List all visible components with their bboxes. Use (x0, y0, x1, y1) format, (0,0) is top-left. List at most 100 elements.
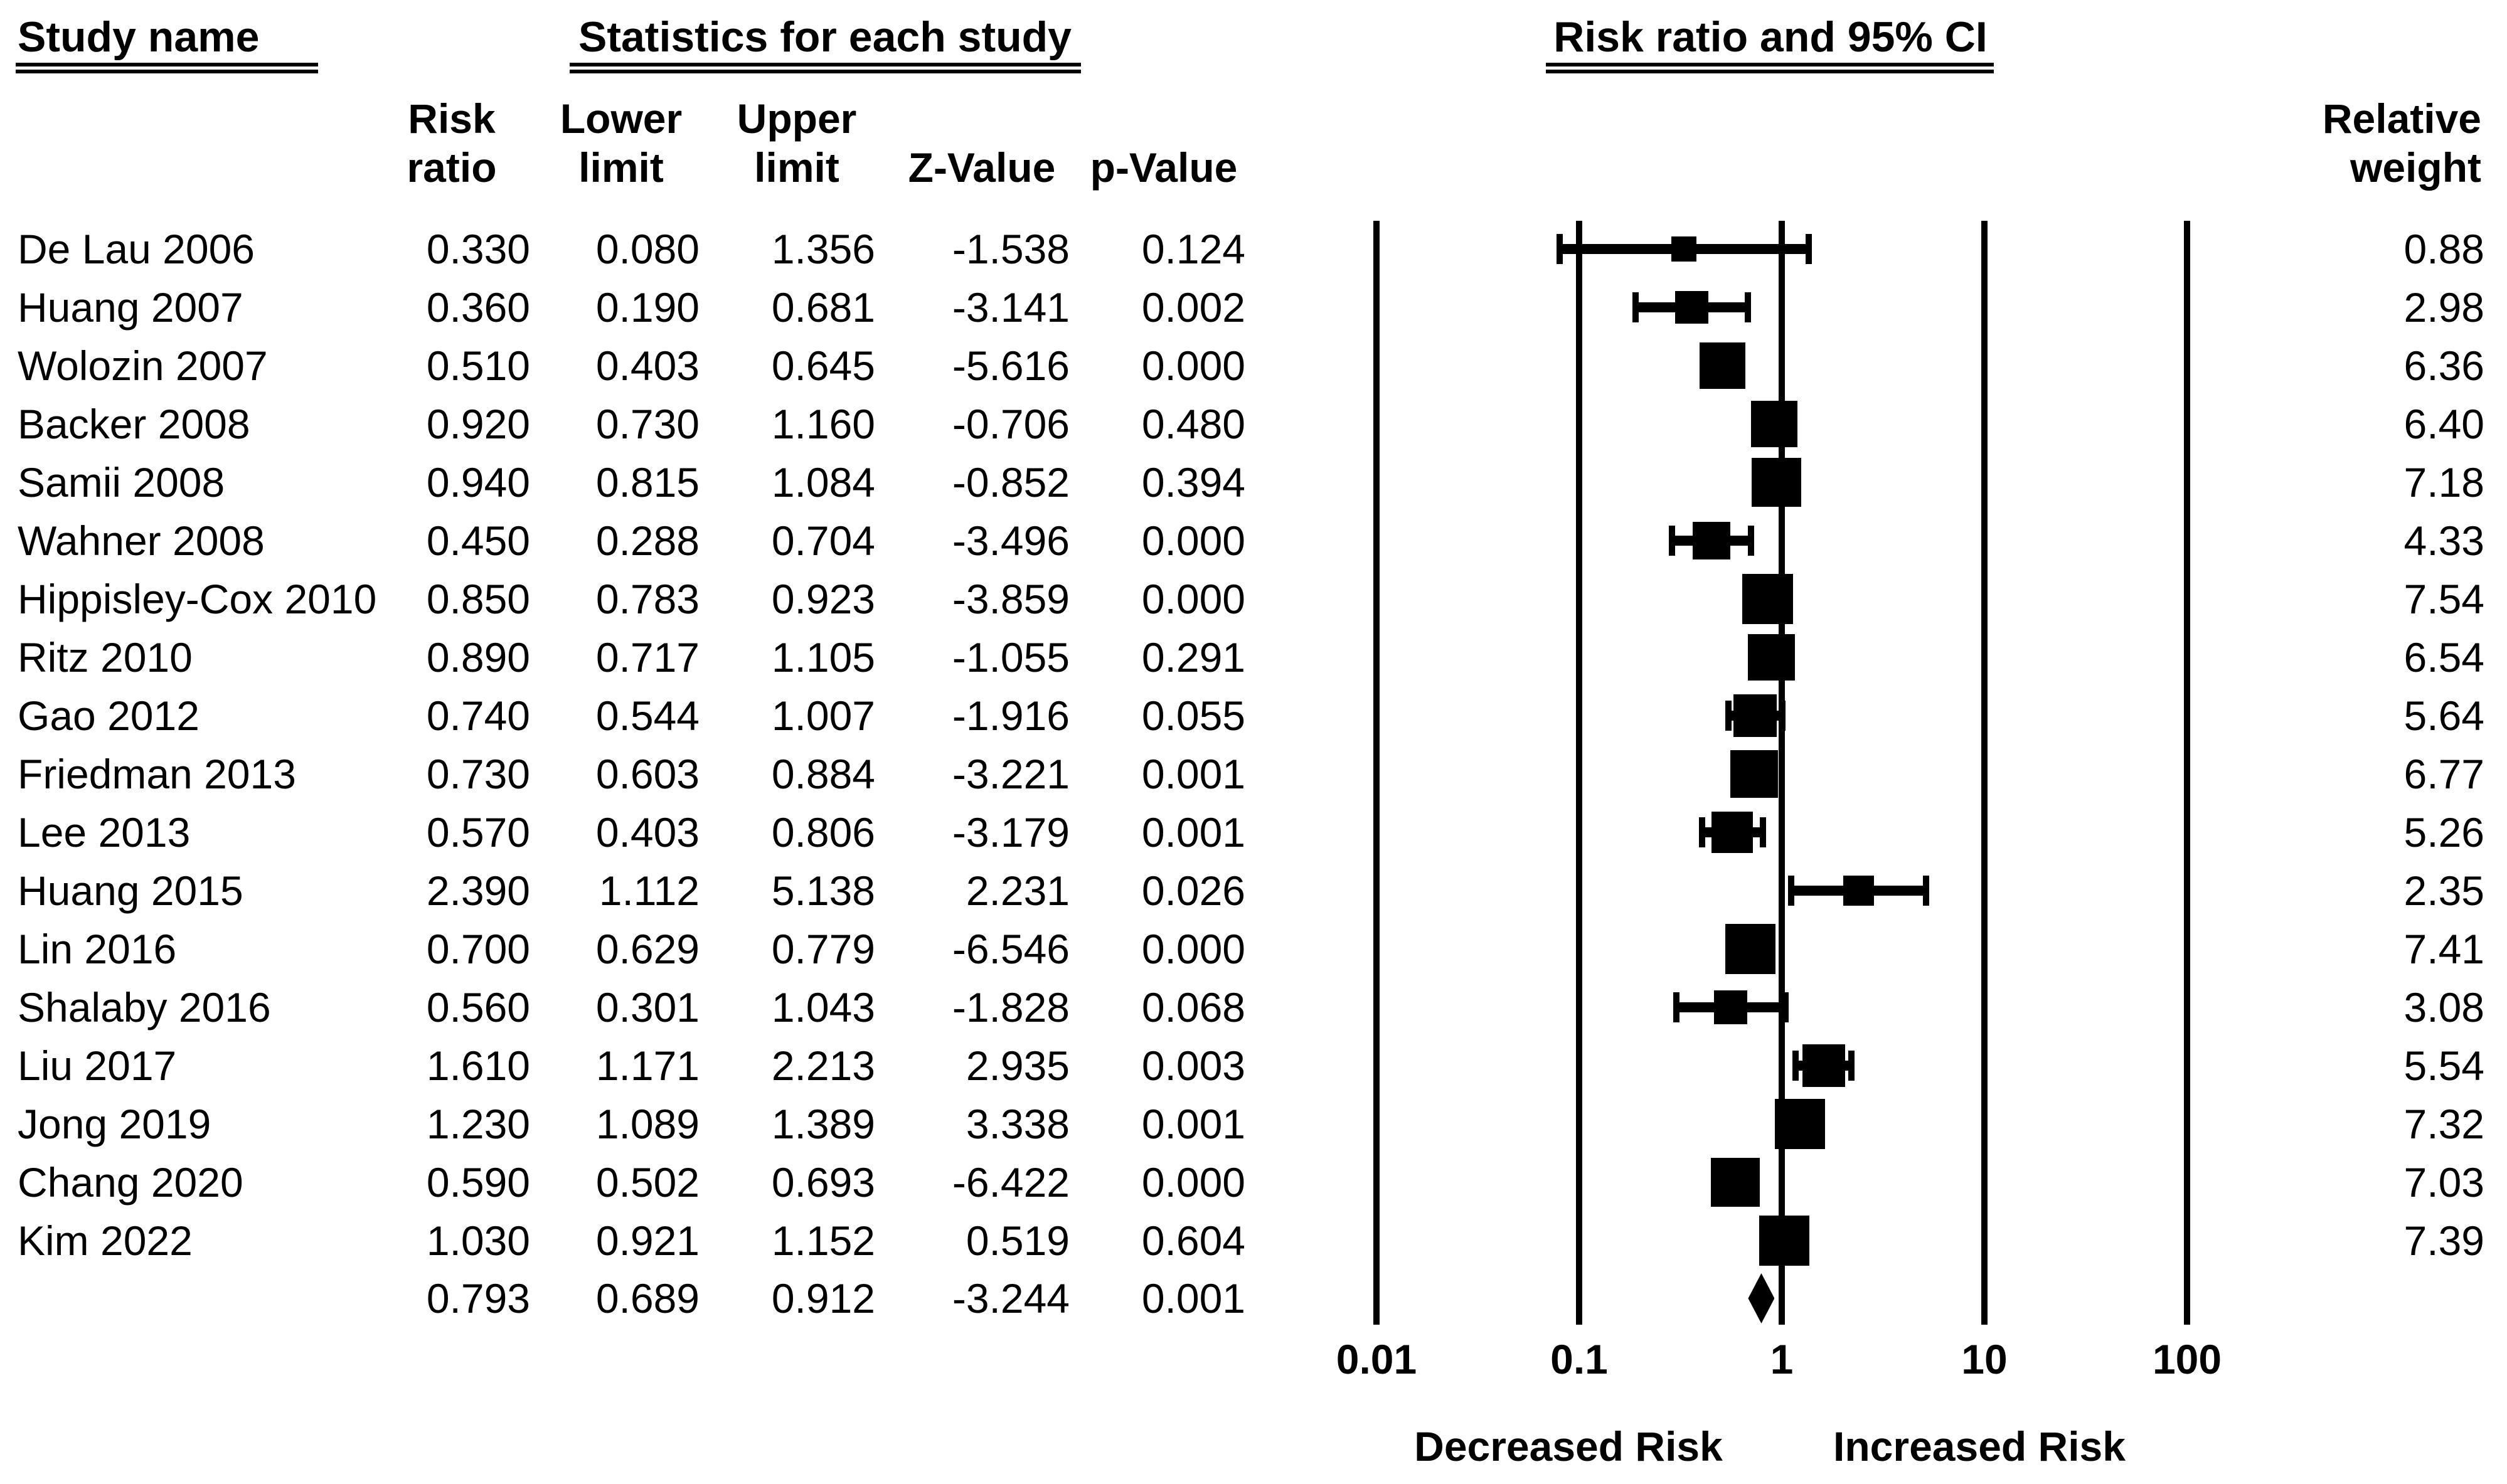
plot-header: Risk ratio and 95% CI (1553, 13, 1988, 61)
ci-cap-right (1922, 876, 1929, 906)
study-name-cell: Ritz 2010 (18, 634, 193, 681)
effect-square (1748, 633, 1795, 681)
relative-weight-cell: 4.33 (2403, 517, 2484, 564)
ci-cap-right (1782, 992, 1789, 1022)
lower-limit-cell: 0.190 (595, 284, 700, 331)
z-value-cell: -1.828 (952, 984, 1070, 1031)
risk-ratio-cell: 0.890 (426, 634, 530, 681)
lower-limit-cell: 0.301 (595, 984, 700, 1031)
effect-square (1742, 573, 1793, 625)
axis-label-decreased-risk: Decreased Risk (1414, 1423, 1723, 1470)
p-value-cell: 0.026 (1141, 867, 1245, 914)
plot-underline (1546, 63, 1994, 73)
axis-label-increased-risk: Increased Risk (1833, 1423, 2126, 1470)
lower-limit-header-line1: Lower (560, 95, 683, 142)
ci-cap-left (1792, 1051, 1799, 1081)
ci-cap-right (1779, 701, 1786, 731)
effect-square (1711, 811, 1754, 854)
study-name-header: Study name (18, 13, 260, 61)
study-name-cell: Lin 2016 (18, 926, 177, 972)
p-value-cell: 0.000 (1141, 1159, 1245, 1206)
relative-weight-cell: 5.54 (2403, 1042, 2484, 1089)
p-value-cell: 0.394 (1141, 459, 1245, 506)
risk-ratio-cell: 0.940 (426, 459, 530, 506)
relative-weight-cell: 0.88 (2403, 226, 2484, 272)
z-value-header: Z-Value (908, 144, 1056, 191)
upper-limit-cell: 1.356 (771, 226, 875, 272)
z-value-cell: 3.338 (966, 1101, 1070, 1147)
study-name-cell: Kim 2022 (18, 1217, 193, 1264)
risk-ratio-cell: 0.360 (426, 284, 530, 331)
z-value-cell: -0.706 (952, 401, 1070, 447)
effect-square (1714, 990, 1748, 1024)
effect-square (1730, 750, 1778, 798)
axis-line (2184, 221, 2190, 1325)
lower-limit-cell: 0.689 (595, 1275, 700, 1322)
risk-ratio-cell: 0.450 (426, 517, 530, 564)
ci-cap-left (1698, 817, 1705, 847)
study-name-cell: Gao 2012 (18, 692, 200, 739)
z-value-cell: -3.141 (952, 284, 1070, 331)
relative-weight-cell: 7.41 (2403, 926, 2484, 972)
lower-limit-cell: 1.089 (595, 1101, 700, 1147)
effect-square (1751, 401, 1798, 447)
study-name-cell: Wolozin 2007 (18, 342, 268, 389)
effect-square (1759, 1216, 1810, 1266)
relative-weight-header-line2: weight (2350, 144, 2481, 191)
z-value-cell: -5.616 (952, 342, 1070, 389)
ci-cap-left (1669, 526, 1676, 556)
relative-weight-cell: 2.35 (2403, 867, 2484, 914)
upper-limit-header-line2: limit (754, 144, 839, 191)
z-value-cell: -3.179 (952, 809, 1070, 856)
effect-square (1802, 1044, 1845, 1088)
risk-ratio-cell: 0.570 (426, 809, 530, 856)
risk-ratio-cell: 2.390 (426, 867, 530, 914)
risk-ratio-cell: 0.730 (426, 751, 530, 797)
z-value-cell: -6.422 (952, 1159, 1070, 1206)
ci-cap-right (1759, 817, 1766, 847)
ci-cap-right (1848, 1051, 1855, 1081)
upper-limit-cell: 1.152 (771, 1217, 875, 1264)
relative-weight-cell: 5.26 (2403, 809, 2484, 856)
relative-weight-cell: 6.36 (2403, 342, 2484, 389)
risk-ratio-cell: 1.030 (426, 1217, 530, 1264)
axis-tick-label: 0.1 (1550, 1336, 1608, 1382)
study-name-cell: Huang 2015 (18, 867, 243, 914)
ci-cap-left (1787, 876, 1794, 906)
relative-weight-cell: 7.18 (2403, 459, 2484, 506)
z-value-cell: -1.055 (952, 634, 1070, 681)
study-name-cell: Lee 2013 (18, 809, 191, 856)
upper-limit-cell: 0.884 (771, 751, 875, 797)
p-value-cell: 0.480 (1141, 401, 1245, 447)
lower-limit-cell: 1.171 (595, 1042, 700, 1089)
relative-weight-cell: 5.64 (2403, 692, 2484, 739)
effect-square (1752, 457, 1801, 507)
lower-limit-cell: 0.288 (595, 517, 700, 564)
risk-ratio-cell: 0.560 (426, 984, 530, 1031)
p-value-cell: 0.000 (1141, 926, 1245, 972)
p-value-cell: 0.001 (1141, 1275, 1245, 1322)
upper-limit-header-line1: Upper (737, 95, 857, 142)
effect-square (1692, 521, 1731, 560)
axis-line (1779, 221, 1785, 1325)
p-value-cell: 0.001 (1141, 809, 1245, 856)
risk-ratio-cell: 0.850 (426, 576, 530, 622)
statistics-header: Statistics for each study (578, 13, 1072, 61)
effect-square (1699, 342, 1746, 389)
effect-square (1843, 875, 1874, 906)
ci-cap-right (1747, 526, 1754, 556)
axis-tick-label: 1 (1770, 1336, 1794, 1382)
study-name-cell: Samii 2008 (18, 459, 225, 506)
upper-limit-cell: 0.806 (771, 809, 875, 856)
relative-weight-cell: 2.98 (2403, 284, 2484, 331)
axis-line (1576, 221, 1582, 1325)
upper-limit-cell: 1.105 (771, 634, 875, 681)
risk-ratio-cell: 1.230 (426, 1101, 530, 1147)
z-value-cell: -1.538 (952, 226, 1070, 272)
upper-limit-cell: 1.160 (771, 401, 875, 447)
lower-limit-cell: 0.403 (595, 342, 700, 389)
lower-limit-cell: 0.403 (595, 809, 700, 856)
p-value-cell: 0.604 (1141, 1217, 1245, 1264)
study-name-cell: Shalaby 2016 (18, 984, 271, 1031)
effect-square (1671, 236, 1697, 262)
